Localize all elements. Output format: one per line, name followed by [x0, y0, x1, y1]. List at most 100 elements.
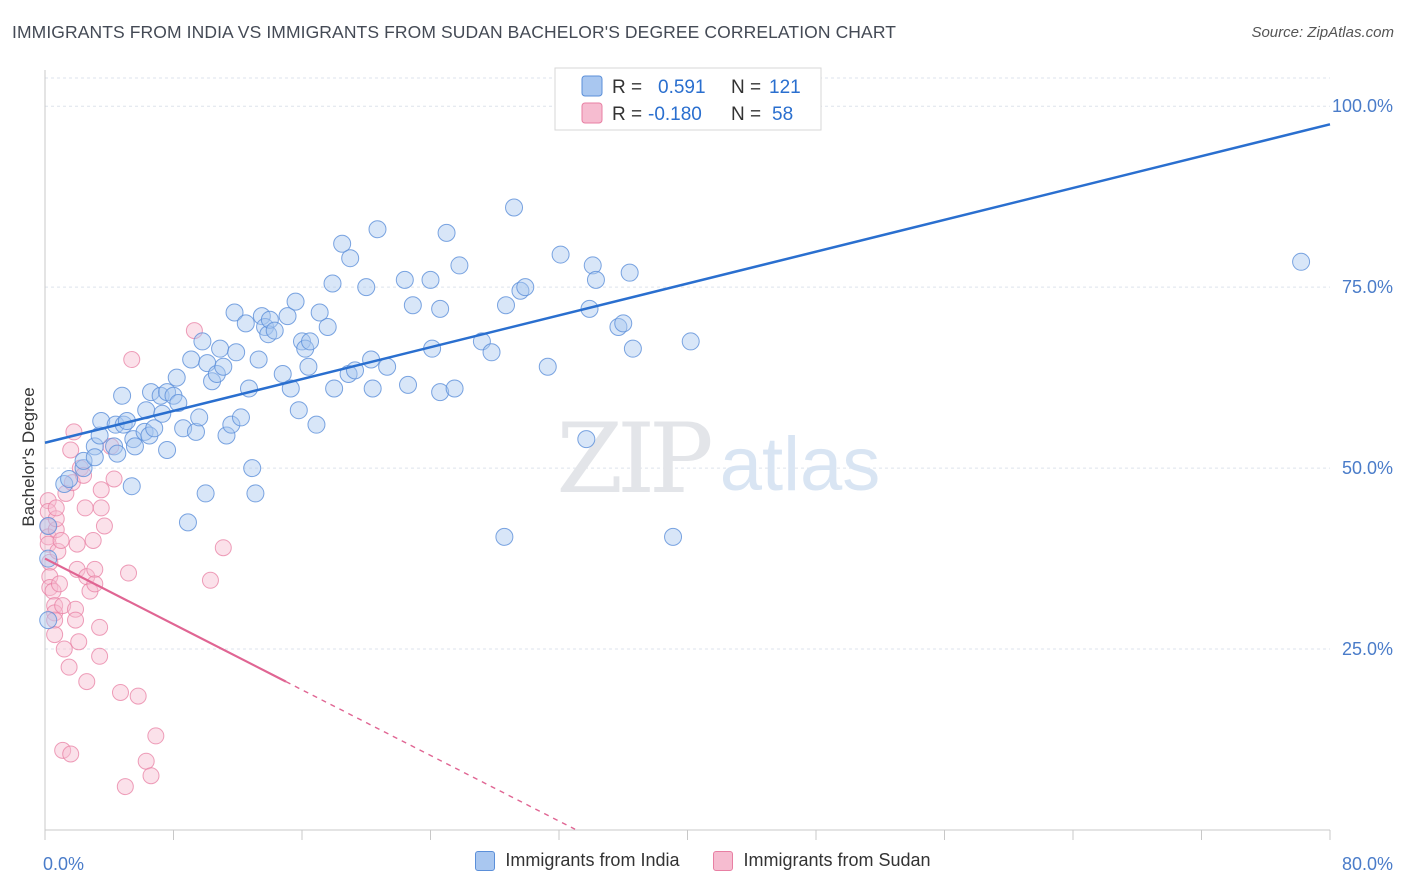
india-point-96	[505, 198, 524, 217]
y-tick-label-0: 25.0%	[1342, 639, 1393, 659]
india-point-63	[289, 401, 308, 420]
india-point-46	[225, 303, 244, 322]
india-point-44	[217, 426, 236, 445]
sudan-point-23	[60, 658, 78, 676]
sudan-point-46	[95, 517, 113, 535]
india-point-94	[495, 527, 514, 546]
india-point-90	[445, 379, 464, 398]
india-point-48	[231, 408, 250, 427]
sudan-point-8	[44, 582, 62, 600]
sudan-point-39	[84, 531, 102, 549]
india-point-73	[333, 234, 352, 253]
india-point-2	[39, 611, 58, 630]
legend-swatch-india	[581, 75, 603, 97]
india-point-45	[222, 415, 241, 434]
sudan-point-29	[67, 611, 85, 629]
india-trend-line	[44, 123, 1331, 444]
india-point-19	[125, 437, 144, 456]
sudan-point-49	[111, 683, 129, 701]
india-point-41	[207, 365, 226, 383]
india-point-69	[310, 303, 329, 322]
sudan-point-53	[129, 687, 147, 705]
sudan-point-34	[75, 466, 93, 484]
india-point-110	[681, 332, 700, 351]
india-point-17	[122, 477, 141, 496]
india-point-72	[325, 379, 344, 398]
india-point-82	[395, 270, 414, 289]
source-label: Source: ZipAtlas.com	[1251, 24, 1394, 41]
india-point-51	[243, 459, 262, 478]
india-point-75	[341, 249, 360, 268]
y-tick-label-1: 50.0%	[1342, 458, 1393, 478]
india-point-107	[620, 263, 639, 282]
india-point-3	[55, 475, 74, 494]
sudan-point-22	[57, 484, 75, 502]
sudan-point-43	[91, 647, 109, 665]
india-point-93	[482, 343, 501, 362]
india-point-67	[301, 332, 320, 351]
sudan-trend-extension	[285, 680, 576, 830]
india-point-38	[196, 484, 215, 503]
sudan-point-21	[55, 640, 73, 658]
sudan-point-25	[62, 441, 80, 459]
india-points	[39, 198, 1311, 630]
sudan-point-58	[201, 571, 219, 589]
india-point-59	[273, 365, 292, 383]
legend-n-label-sudan: N =	[731, 104, 761, 125]
india-point-5	[74, 459, 93, 478]
india-point-57	[260, 310, 279, 329]
sudan-point-16	[49, 542, 67, 560]
bottom-legend-swatch-india	[475, 850, 496, 871]
trend-lines	[44, 123, 1331, 830]
india-point-4	[60, 469, 79, 488]
india-point-8	[85, 448, 104, 467]
sudan-points	[39, 322, 232, 796]
india-point-87	[431, 299, 450, 318]
bottom-legend-swatch-sudan	[713, 850, 734, 871]
bottom-legend-sudan: Immigrants from Sudan	[713, 850, 931, 871]
sudan-point-52	[123, 351, 141, 369]
bottom-legend-label-india: Immigrants from India	[505, 850, 680, 870]
india-point-42	[211, 339, 230, 358]
india-point-85	[421, 270, 440, 289]
sudan-point-42	[91, 618, 109, 636]
legend-n-value-india: 121	[769, 77, 801, 98]
y-axis-label: Bachelor's Degree	[19, 387, 38, 526]
sudan-point-45	[92, 481, 110, 499]
sudan-point-17	[50, 575, 68, 593]
chart-title: IMMIGRANTS FROM INDIA VS IMMIGRANTS FROM…	[12, 22, 897, 42]
india-point-88	[431, 383, 450, 402]
india-point-97	[511, 281, 530, 300]
sudan-point-24	[62, 745, 80, 763]
legend-r-label-india: R =	[612, 77, 642, 98]
sudan-point-32	[70, 633, 88, 651]
india-point-20	[135, 422, 154, 441]
sudan-point-40	[86, 560, 104, 578]
india-point-99	[538, 357, 557, 376]
india-point-68	[307, 415, 326, 434]
y-tick-label-3: 100.0%	[1332, 96, 1393, 116]
india-point-80	[368, 220, 387, 239]
sudan-point-56	[147, 727, 165, 745]
legend-r-value-india: 0.591	[658, 77, 706, 98]
india-point-108	[623, 339, 642, 358]
india-point-14	[113, 386, 132, 405]
sudan-point-30	[68, 535, 86, 553]
india-point-6	[74, 451, 93, 470]
india-point-1	[39, 549, 58, 568]
sudan-point-35	[76, 499, 94, 517]
sudan-point-15	[47, 499, 65, 517]
sudan-trend-line	[44, 557, 287, 683]
india-point-33	[178, 513, 197, 532]
india-point-31	[169, 393, 188, 412]
india-point-95	[496, 296, 515, 315]
axes	[44, 70, 1331, 840]
bottom-legend: Immigrants from India Immigrants from Su…	[0, 850, 1406, 871]
x-tick-label-0: 0.0%	[43, 854, 84, 874]
sudan-point-50	[116, 778, 134, 796]
india-point-104	[586, 270, 605, 289]
india-point-105	[609, 317, 628, 336]
india-point-98	[516, 278, 535, 297]
india-point-91	[450, 256, 469, 275]
